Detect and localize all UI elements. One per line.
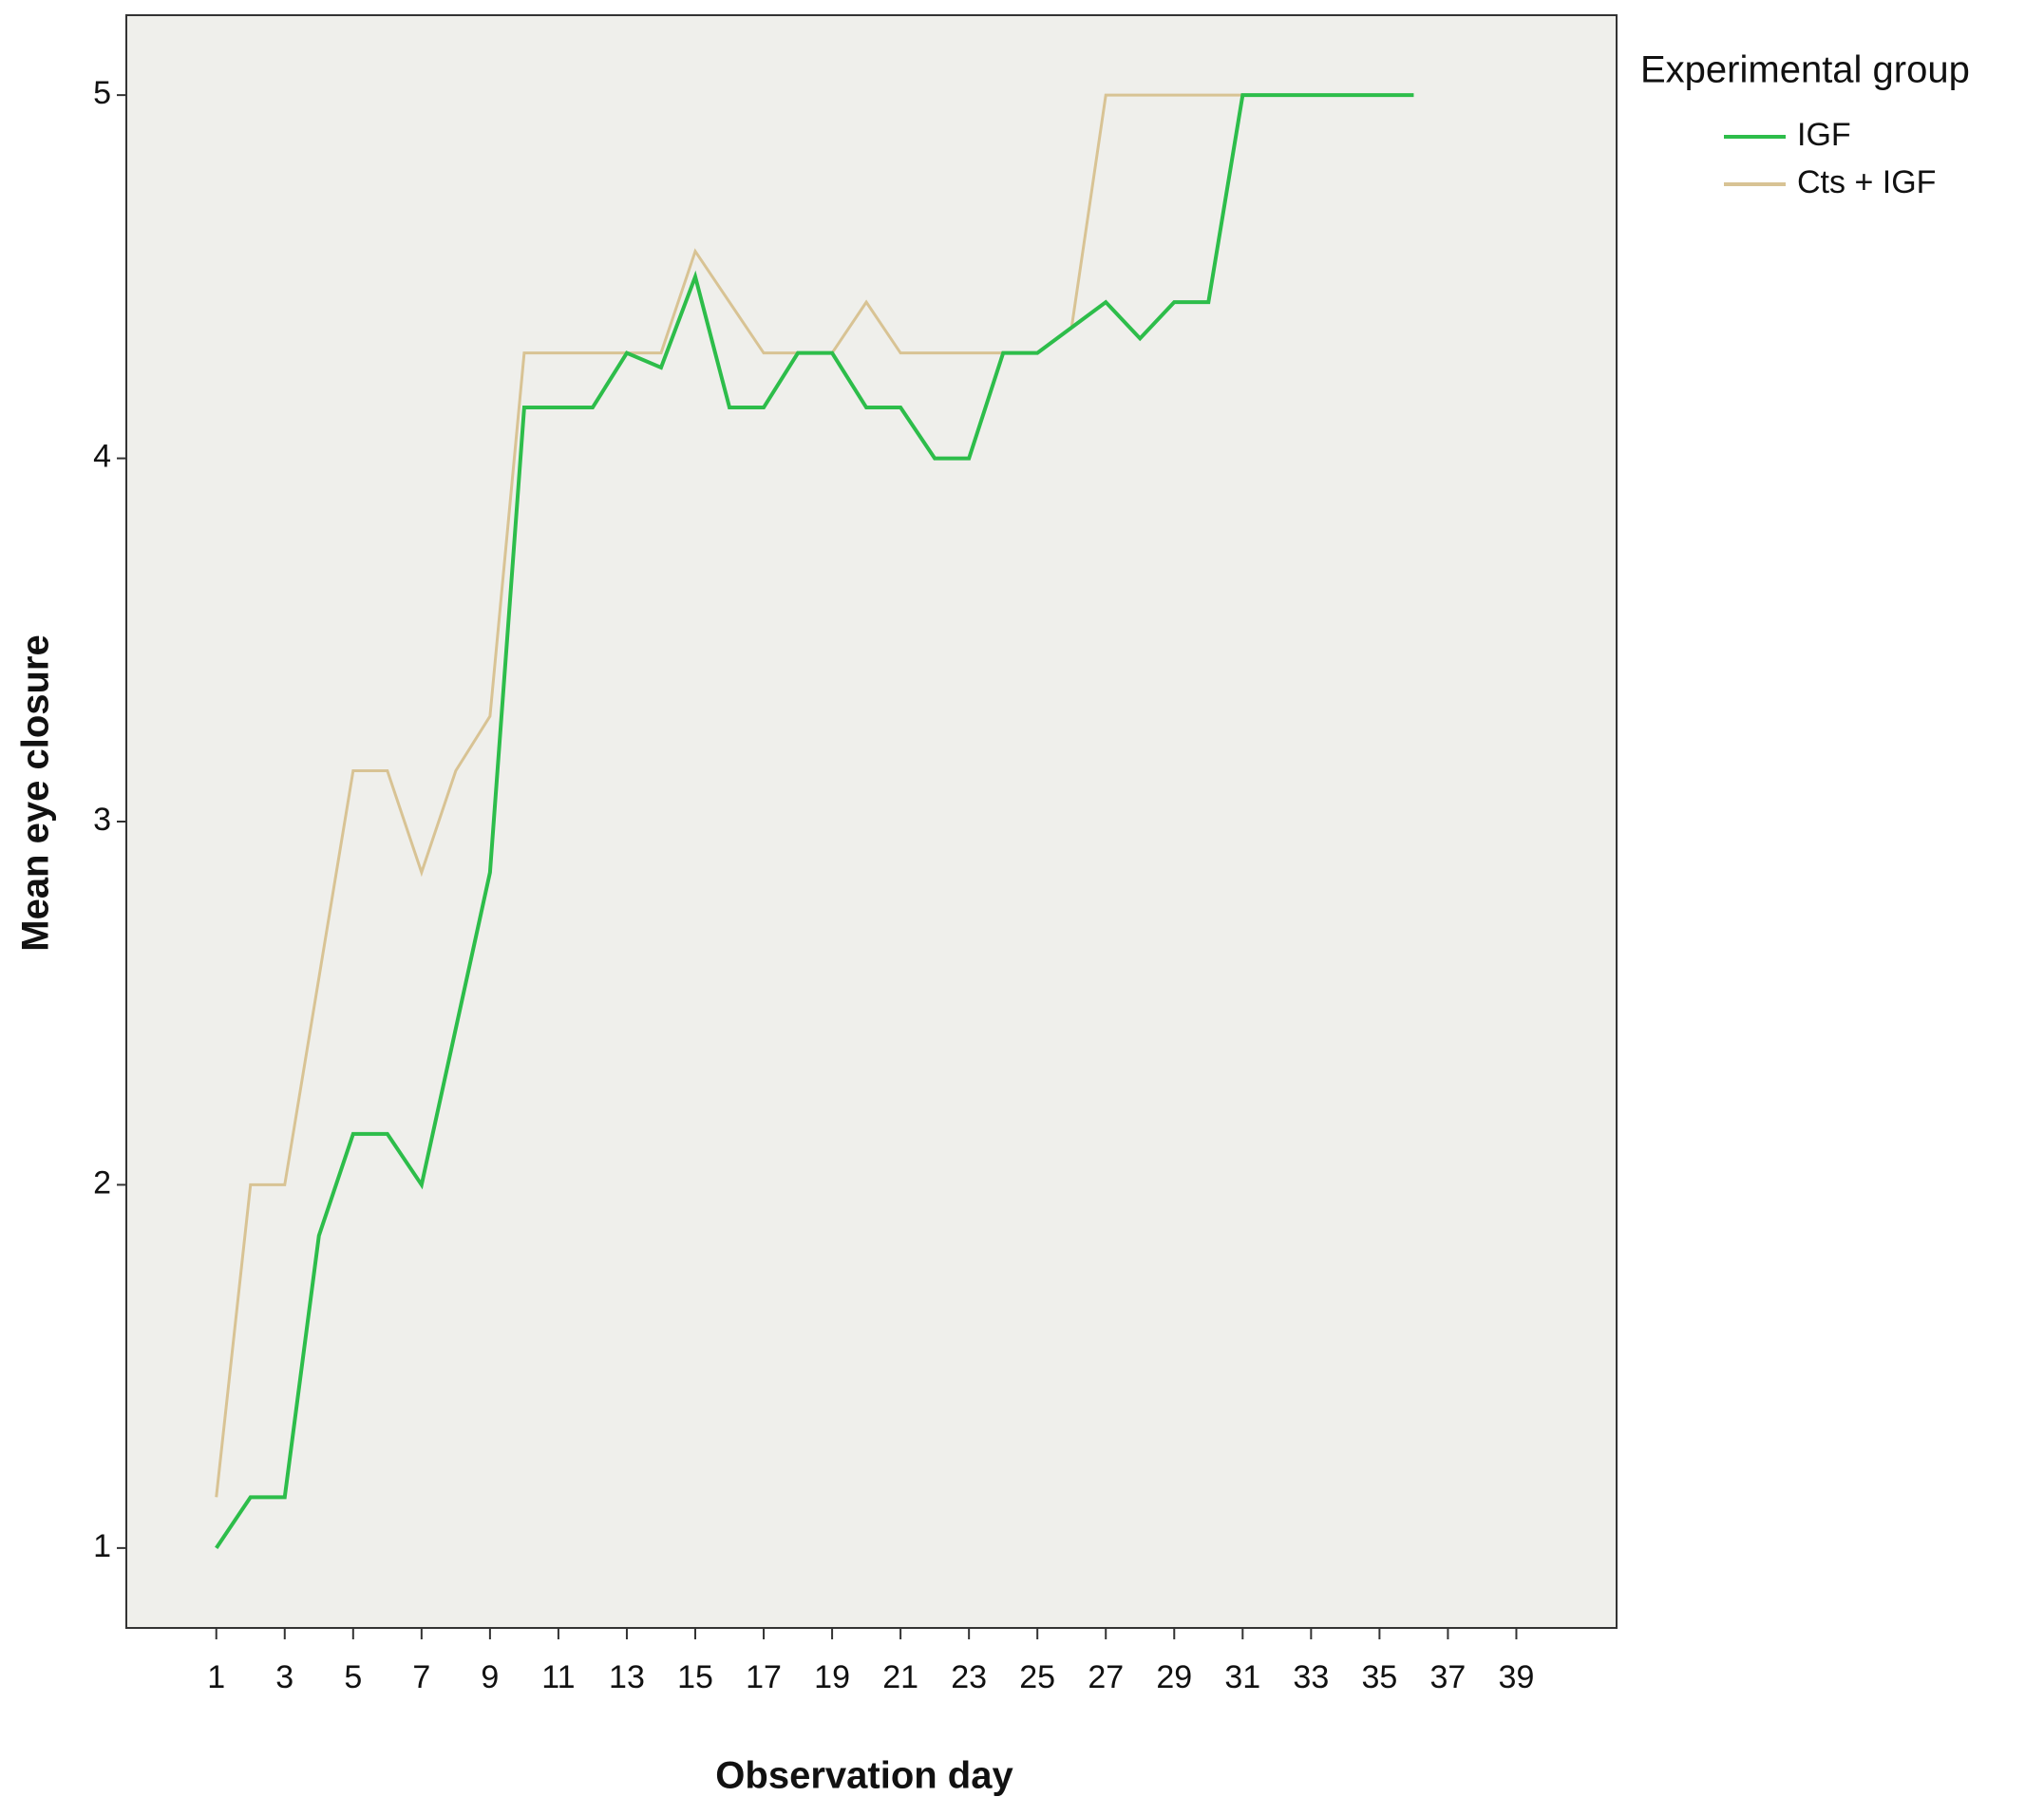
series-line (215, 93, 1414, 1549)
x-tick-label: 27 (1088, 1659, 1124, 1695)
x-tick-label: 25 (1019, 1659, 1055, 1695)
legend-title: Experimental group (1640, 49, 1970, 91)
y-tick-label: 1 (93, 1528, 111, 1564)
x-tick-label: 11 (541, 1659, 575, 1695)
y-tick-label: 4 (93, 439, 111, 475)
x-tick-label: 9 (481, 1659, 499, 1695)
x-tick-label: 35 (1361, 1659, 1397, 1695)
x-tick-label: 5 (344, 1659, 362, 1695)
plot-area (125, 14, 1618, 1629)
x-tick-label: 29 (1156, 1659, 1192, 1695)
x-tick-label: 37 (1430, 1659, 1467, 1695)
x-tick-label: 33 (1293, 1659, 1329, 1695)
y-tick-label: 2 (93, 1164, 111, 1201)
x-tick-label: 7 (412, 1659, 430, 1695)
x-tick-label: 15 (677, 1659, 713, 1695)
x-tick-label: 31 (1224, 1659, 1260, 1695)
x-tick-label: 1 (207, 1659, 225, 1695)
x-tick-label: 39 (1499, 1659, 1535, 1695)
x-tick-label: 3 (275, 1659, 293, 1695)
y-tick-label: 5 (93, 75, 111, 111)
y-tick-label: 3 (93, 802, 111, 838)
x-axis-label: Observation day (715, 1755, 1013, 1797)
y-axis-label: Mean eye closure (15, 634, 57, 952)
legend-label: IGF (1797, 117, 1851, 153)
x-tick-label: 23 (951, 1659, 987, 1695)
legend-label: Cts + IGF (1797, 164, 1936, 200)
x-tick-label: 21 (882, 1659, 918, 1695)
x-tick-label: 19 (814, 1659, 850, 1695)
x-tick-label: 17 (746, 1659, 782, 1695)
x-tick-label: 13 (609, 1659, 645, 1695)
